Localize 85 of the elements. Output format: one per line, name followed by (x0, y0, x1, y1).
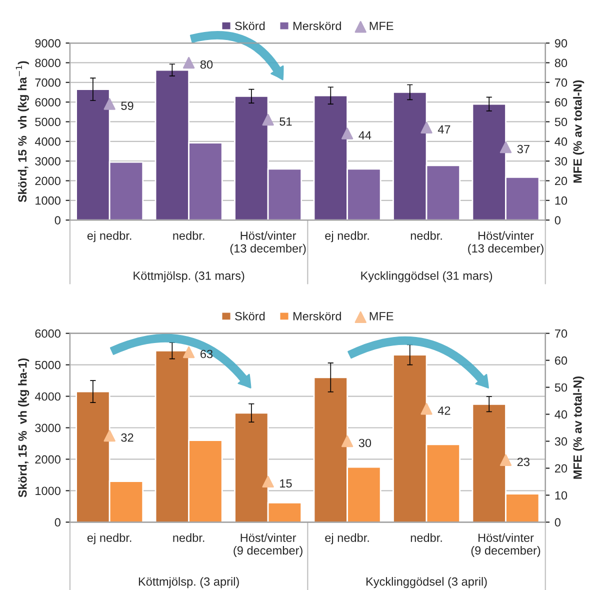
x-tick-label: nedbr. (173, 533, 204, 542)
y2-axis-title: MFE (% av total-N) (573, 376, 584, 479)
y2-tick-label: 0 (554, 216, 561, 224)
legend-label: MFE (370, 312, 394, 320)
x-tick-label: ej nedbr. (325, 231, 369, 242)
data-label: 63 (200, 350, 213, 358)
y2-tick-label: 50 (554, 383, 568, 392)
y2-tick-label: 40 (554, 410, 568, 419)
data-label: 80 (200, 60, 213, 69)
x-tick-label: Höst/vinter (13 december) (468, 231, 544, 255)
y2-tick-label: 20 (555, 176, 568, 186)
y-tick-label: 4000 (34, 137, 60, 146)
y-axis-title: Skörd, 15 % vh (kg ha-1) (18, 358, 30, 498)
y2-tick-label: 70 (555, 78, 568, 87)
data-label: 30 (358, 438, 372, 448)
point (104, 430, 116, 442)
point (182, 56, 195, 69)
y2-tick-label: 0 (554, 518, 561, 527)
y2-tick-label: 60 (555, 98, 568, 106)
data-label: 42 (438, 406, 450, 415)
y-tick-label: 7000 (35, 78, 60, 87)
y-tick-label: 1000 (36, 196, 60, 205)
x-tick-label: Höst/vinter (9 december) (471, 533, 540, 557)
legend-label: Skörd (235, 21, 265, 30)
point (341, 435, 354, 448)
text: Kycklinggödsel (31 mars) (361, 271, 492, 282)
data-label: 47 (438, 125, 450, 134)
y2-tick-label: 10 (555, 491, 568, 500)
y2-tick-label: 30 (554, 157, 568, 166)
point (262, 476, 274, 488)
text: Köttmjölsp. (3 april) (138, 577, 239, 588)
y2-axis-title: MFE (% av total-N) (573, 80, 584, 183)
text: Köttmjölsp. (31 mars) (134, 271, 244, 282)
legend-label: Merskörd (293, 21, 341, 30)
y-tick-label: 3000 (35, 424, 60, 432)
y-tick-label: 2000 (35, 455, 60, 464)
y2-tick-label: 30 (554, 437, 568, 446)
data-label: 37 (517, 144, 530, 154)
y2-tick-label: 40 (554, 137, 568, 146)
y-tick-label: 5000 (35, 118, 60, 126)
y2-tick-label: 60 (555, 356, 568, 365)
data-label: 44 (358, 131, 372, 140)
data-label: 51 (280, 117, 292, 126)
y-tick-label: 1000 (36, 486, 60, 496)
y-tick-label: 0 (54, 216, 60, 224)
point (420, 122, 432, 134)
y-tick-label: 0 (54, 518, 60, 527)
x-tick-label: Höst/vinter (13 december) (230, 231, 306, 255)
point (104, 98, 116, 110)
legend-label: MFE (370, 22, 394, 30)
text: Kycklinggödsel (3 april) (366, 577, 487, 588)
data-label: 32 (121, 433, 134, 442)
y2-tick-label: 70 (555, 329, 568, 338)
x-tick-label: nedbr. (173, 231, 204, 240)
y-tick-label: 4000 (34, 392, 60, 401)
point (500, 141, 512, 154)
point (341, 128, 354, 140)
x-tick-label: ej nedbr. (87, 533, 132, 544)
x-tick-label: Höst/vinter (9 december) (234, 533, 302, 557)
data-label: 23 (517, 458, 530, 466)
y2-tick-label: 90 (554, 39, 568, 48)
y2-tick-label: 20 (555, 464, 568, 473)
data-label: 15 (280, 479, 292, 488)
x-tick-label: nedbr. (410, 231, 442, 240)
y2-tick-label: 50 (554, 118, 568, 126)
point (262, 114, 274, 126)
point (500, 454, 512, 466)
data-label: 59 (121, 102, 134, 110)
x-tick-label: ej nedbr. (87, 231, 132, 242)
y2-tick-label: 80 (554, 58, 568, 68)
point (182, 346, 195, 358)
y-tick-label: 2000 (35, 176, 60, 186)
legend-label: Merskörd (293, 312, 341, 320)
y-tick-label: 6000 (35, 98, 60, 106)
y-tick-label: 8000 (35, 58, 60, 68)
x-tick-label: nedbr. (410, 533, 442, 542)
legend-label: Skörd (235, 312, 265, 320)
x-tick-label: ej nedbr. (325, 533, 369, 544)
y2-tick-label: 10 (555, 196, 568, 205)
y-axis-title: Skörd, 15 % vh (kg ha$^{−1}$) (16, 61, 29, 202)
point (420, 403, 432, 415)
y-tick-label: 3000 (35, 157, 60, 166)
y-tick-label: 9000 (35, 39, 60, 48)
y-tick-label: 5000 (35, 360, 60, 370)
y-tick-label: 6000 (35, 329, 60, 338)
